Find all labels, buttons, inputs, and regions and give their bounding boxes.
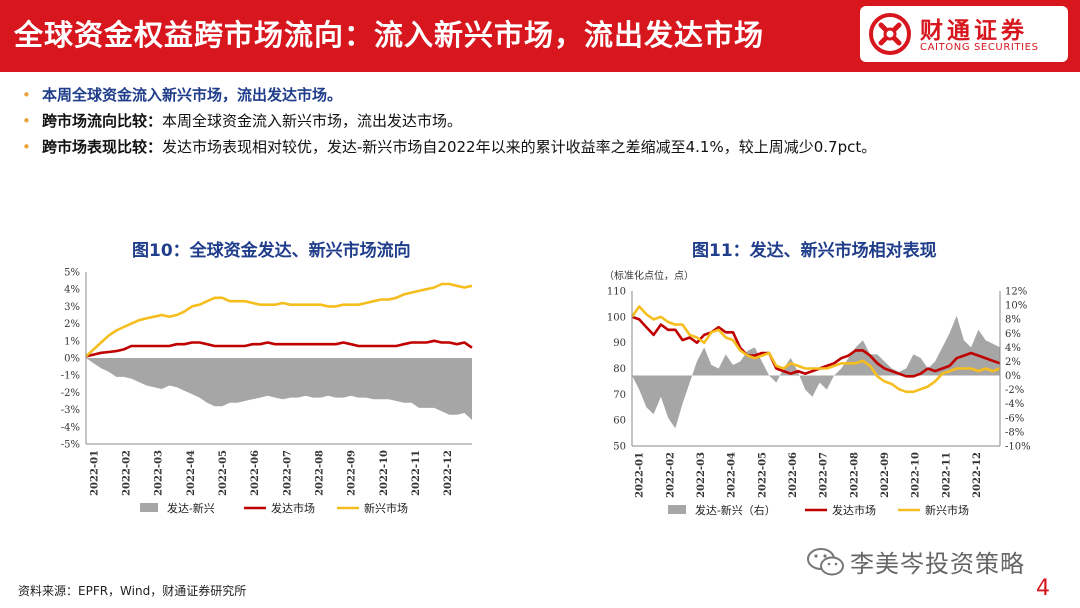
- bullet-dot-icon: •: [22, 112, 31, 130]
- x-tick-label: 2022-11: [941, 452, 952, 498]
- header-bar: 全球资金权益跨市场流向：流入新兴市场，流出发达市场 财通证券 CAITONG S…: [0, 0, 1080, 72]
- chart-title: 图11：发达、新兴市场相对表现: [692, 241, 937, 261]
- y-tick-label: -4%: [61, 422, 80, 433]
- bullet-text: 本周全球资金流入新兴市场，流出发达市场。: [162, 112, 463, 130]
- x-tick-label: 2022-01: [89, 450, 100, 496]
- y-right-tick-label: 12%: [1005, 287, 1027, 298]
- series-area-1: [86, 358, 472, 420]
- legend-label: 发达市场: [271, 501, 315, 515]
- watermark: 李美岑投资策略: [806, 544, 1056, 578]
- wechat-icon: [807, 548, 844, 576]
- page-title: 全球资金权益跨市场流向：流入新兴市场，流出发达市场: [14, 18, 765, 52]
- y-tick-label: 5%: [64, 268, 80, 279]
- x-tick-label: 2022-02: [665, 452, 676, 498]
- y-tick-label: 90: [613, 338, 626, 349]
- y-right-tick-label: 2%: [1005, 357, 1021, 368]
- x-tick-label: 2022-09: [880, 452, 891, 498]
- logo-english-name: CAITONG SECURITIES: [920, 42, 1039, 53]
- y-right-tick-label: 8%: [1005, 315, 1021, 326]
- bullet-label: 跨市场流向比较：: [42, 112, 163, 130]
- y-tick-label: 0%: [64, 354, 80, 365]
- x-tick-label: 2022-06: [788, 452, 799, 498]
- y-right-tick-label: -10%: [1005, 442, 1031, 453]
- y-tick-label: -2%: [61, 388, 80, 399]
- y-tick-label: 1%: [64, 336, 80, 347]
- y-tick-label: 2%: [64, 319, 80, 330]
- legend-swatch: [140, 503, 158, 512]
- y-right-tick-label: 6%: [1005, 329, 1021, 340]
- x-tick-label: 2022-04: [727, 452, 738, 498]
- bullet-label: 本周全球资金流入新兴市场，流出发达市场。: [42, 86, 343, 104]
- x-tick-label: 2022-03: [154, 450, 165, 496]
- series-line-3: [85, 282, 473, 358]
- x-tick-label: 2022-12: [972, 452, 983, 498]
- x-tick-label: 2022-12: [443, 450, 454, 496]
- x-tick-label: 2022-11: [411, 450, 422, 496]
- x-tick-label: 2022-08: [849, 452, 860, 498]
- y-tick-label: -3%: [61, 405, 80, 416]
- x-tick-label: 2022-05: [757, 452, 768, 498]
- company-logo: 财通证券 CAITONG SECURITIES: [860, 6, 1068, 62]
- series-area-1: [632, 315, 1000, 429]
- fund-flow-chart: 5% 4% 3% 2% 1% 0% -1% -2% -3% -4% -5% 2022-01 2022-0…: [61, 268, 473, 515]
- legend-label: 发达-新兴（右）: [695, 503, 776, 517]
- x-tick-label: 2022-07: [282, 450, 293, 496]
- bullet-label: 跨市场表现比较：: [42, 138, 163, 156]
- y-right-tick-label: -6%: [1005, 413, 1024, 424]
- legend-label: 发达市场: [832, 503, 876, 517]
- y-tick-label: 60: [613, 416, 626, 427]
- x-tick-label: 2022-02: [121, 450, 132, 496]
- x-tick-label: 2022-06: [250, 450, 261, 496]
- y-tick-label: 50: [613, 442, 626, 453]
- y-right-tick-label: 10%: [1005, 301, 1027, 312]
- chart-title: 图10：全球资金发达、新兴市场流向: [132, 241, 411, 261]
- relative-performance-chart: 110 100 90 80 70 60 50 12% 10% 8% 6% 4% 2% 0% -2% -4% -6…: [604, 269, 1031, 517]
- y-tick-label: 110: [607, 287, 626, 298]
- x-tick-label: 2022-07: [819, 452, 830, 498]
- x-tick-label: 2022-10: [911, 452, 922, 498]
- x-tick-label: 2022-09: [347, 450, 358, 496]
- source-note: 资料来源：EPFR，Wind，财通证券研究所: [18, 584, 247, 598]
- logo-emblem-icon: [869, 13, 911, 55]
- legend-label: 新兴市场: [925, 503, 969, 517]
- y-right-tick-label: 0%: [1005, 371, 1021, 382]
- y-tick-label: -5%: [61, 440, 80, 451]
- y-tick-label: 80: [613, 364, 626, 375]
- y-right-tick-label: -2%: [1005, 385, 1024, 396]
- x-tick-label: 2022-01: [635, 452, 646, 498]
- watermark-text: 李美岑投资策略: [850, 550, 1025, 578]
- legend-swatch: [668, 505, 686, 514]
- y-tick-label: 4%: [64, 285, 80, 296]
- x-tick-label: 2022-03: [696, 452, 707, 498]
- x-tick-label: 2022-04: [186, 450, 197, 496]
- y-tick-label: -1%: [61, 371, 80, 382]
- series-line-3: [630, 305, 1001, 394]
- bullet-text: 发达市场表现相对较优，发达-新兴市场自2022年以来的累计收益率之差缩减至4.1…: [162, 138, 877, 156]
- x-tick-label: 2022-10: [379, 450, 390, 496]
- y-right-tick-label: -4%: [1005, 399, 1024, 410]
- logo-chinese-name: 财通证券: [920, 18, 1028, 44]
- y-tick-label: 70: [613, 390, 626, 401]
- legend-label: 新兴市场: [364, 501, 408, 515]
- y-tick-label: 3%: [64, 302, 80, 313]
- y-right-tick-label: -8%: [1005, 427, 1024, 438]
- x-tick-label: 2022-05: [218, 450, 229, 496]
- legend-label: 发达-新兴: [167, 501, 215, 515]
- page-number: 4: [1036, 576, 1050, 601]
- y-tick-label: 100: [607, 312, 626, 323]
- chart-unit-note: （标准化点位，点）: [604, 269, 694, 282]
- bullet-dot-icon: •: [22, 86, 31, 104]
- series-line-2: [85, 339, 473, 358]
- bullet-dot-icon: •: [22, 138, 31, 156]
- x-tick-label: 2022-08: [314, 450, 325, 496]
- y-right-tick-label: 4%: [1005, 343, 1021, 354]
